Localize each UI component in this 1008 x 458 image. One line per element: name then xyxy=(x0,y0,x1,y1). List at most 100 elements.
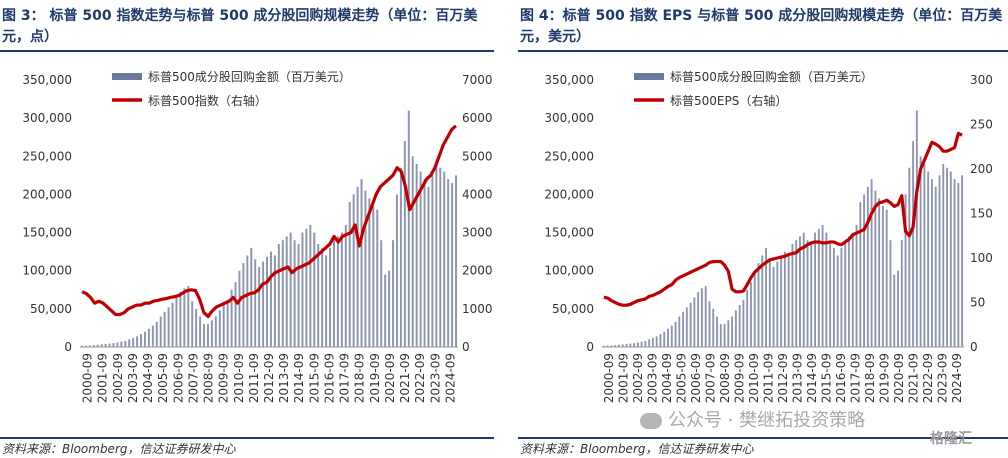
watermark: 公众号 · 樊继拓投资策略 xyxy=(640,406,865,432)
buyback-bar xyxy=(143,331,146,347)
buyback-bar xyxy=(663,331,666,347)
x-tick-label: 2024-09 xyxy=(443,353,457,403)
buyback-bar xyxy=(100,344,103,347)
buyback-bar xyxy=(451,182,454,347)
buyback-bar xyxy=(285,236,288,347)
buyback-bar xyxy=(155,321,158,347)
buyback-bar xyxy=(206,324,209,347)
x-tick-label: 2020-09 xyxy=(383,353,397,403)
x-tick-label: 2022-09 xyxy=(921,353,935,403)
x-tick-label: 2001-09 xyxy=(617,353,631,403)
y-right-tick-label: 5000 xyxy=(462,149,493,163)
buyback-bar xyxy=(199,316,202,347)
buyback-bar xyxy=(765,247,767,347)
buyback-bar xyxy=(124,340,127,347)
buyback-bar xyxy=(376,209,379,347)
buyback-bar xyxy=(780,256,783,347)
buyback-bar xyxy=(961,175,964,347)
buyback-bar xyxy=(289,232,292,347)
buyback-bar xyxy=(439,167,442,347)
buyback-bar xyxy=(167,307,170,347)
buyback-bar xyxy=(912,141,915,347)
buyback-bar xyxy=(859,202,862,347)
buyback-bar xyxy=(878,198,881,347)
buyback-bar xyxy=(112,343,115,347)
buyback-bar xyxy=(364,190,367,347)
x-tick-label: 2020-09 xyxy=(892,353,906,403)
buyback-bar xyxy=(734,310,737,347)
buyback-bar xyxy=(727,320,730,347)
watermark-logo: 格隆汇 xyxy=(930,431,972,447)
y-right-tick-label: 1000 xyxy=(462,302,493,316)
buyback-bar xyxy=(674,321,677,347)
buyback-bar xyxy=(136,336,139,347)
buyback-bar xyxy=(659,334,662,347)
x-tick-label: 2023-09 xyxy=(428,353,442,403)
buyback-bar xyxy=(787,255,790,347)
buyback-bar xyxy=(262,261,265,347)
buyback-bar xyxy=(419,171,422,347)
buyback-bar xyxy=(821,224,824,347)
x-tick-label: 2011-09 xyxy=(762,353,776,403)
buyback-bar xyxy=(435,163,438,347)
buyback-bar xyxy=(195,308,198,347)
x-tick-label: 2002-09 xyxy=(631,353,645,403)
buyback-bar xyxy=(80,345,83,347)
buyback-bar xyxy=(455,175,458,347)
buyback-bar xyxy=(719,324,722,347)
buyback-bar xyxy=(723,324,726,347)
buyback-bar xyxy=(92,345,95,347)
buyback-bar xyxy=(693,297,696,347)
x-tick-label: 2008-09 xyxy=(718,353,732,403)
y-left-tick-label: 50,000 xyxy=(30,302,72,316)
buyback-bar xyxy=(938,175,941,347)
buyback-bar xyxy=(851,232,854,347)
x-tick-label: 2019-09 xyxy=(368,353,382,403)
buyback-bar xyxy=(742,299,745,347)
buyback-bar xyxy=(840,247,843,347)
buyback-bar xyxy=(348,202,351,347)
buyback-bar xyxy=(214,316,217,347)
x-tick-label: 2009-09 xyxy=(733,353,747,403)
buyback-bar xyxy=(772,266,775,347)
buyback-bar xyxy=(384,274,387,347)
buyback-bar xyxy=(836,255,839,347)
y-right-tick-label: 0 xyxy=(462,340,470,354)
x-tick-label: 2000-09 xyxy=(602,353,616,403)
buyback-bar xyxy=(332,240,335,347)
source-rule xyxy=(518,437,1008,439)
buyback-bar xyxy=(704,285,707,347)
buyback-bar xyxy=(633,343,635,347)
source-note: 资料来源：Bloomberg，信达证券研发中心 xyxy=(2,442,236,456)
buyback-bar xyxy=(889,240,892,347)
wechat-icon xyxy=(640,413,662,429)
legend-label-line: 标普500EPS（右轴） xyxy=(670,93,787,108)
y-left-tick-label: 200,000 xyxy=(22,187,72,201)
buyback-bar xyxy=(132,337,135,347)
x-tick-label: 2008-09 xyxy=(202,353,216,403)
buyback-bar xyxy=(885,209,888,347)
buyback-bar xyxy=(897,270,899,347)
buyback-bar xyxy=(179,292,182,347)
buyback-bar xyxy=(848,236,850,347)
buyback-bar xyxy=(171,302,174,347)
buyback-bar xyxy=(147,328,150,347)
buyback-bar xyxy=(636,342,639,347)
x-tick-label: 2019-09 xyxy=(877,353,891,403)
buyback-bar xyxy=(753,270,756,347)
buyback-bar xyxy=(297,244,300,347)
x-tick-label: 2014-09 xyxy=(805,353,819,403)
buyback-bar xyxy=(84,345,87,347)
buyback-bar xyxy=(757,263,760,347)
x-tick-label: 2005-09 xyxy=(156,353,170,403)
y-right-tick-label: 300 xyxy=(970,73,993,87)
y-right-tick-label: 150 xyxy=(970,207,993,221)
buyback-bar xyxy=(222,305,225,347)
x-tick-label: 2023-09 xyxy=(935,353,949,403)
buyback-bar xyxy=(352,194,355,347)
chart-left: 0 50,000 100,000 150,000 200,000 250,000 300,0… xyxy=(22,69,493,403)
buyback-bar xyxy=(832,247,835,347)
buyback-bar xyxy=(870,179,873,347)
buyback-bar xyxy=(242,263,245,347)
x-tick-label: 2012-09 xyxy=(776,353,790,403)
